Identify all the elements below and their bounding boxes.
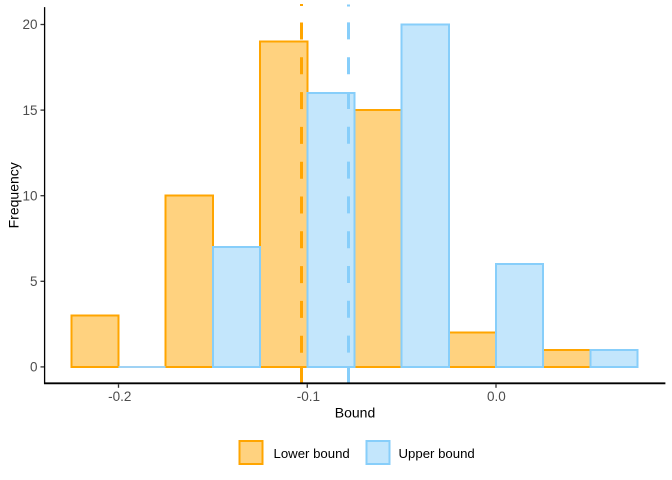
svg-text:Upper bound: Upper bound bbox=[399, 446, 475, 461]
svg-text:Lower bound: Lower bound bbox=[274, 446, 350, 461]
svg-text:5: 5 bbox=[30, 274, 38, 289]
svg-text:-0.1: -0.1 bbox=[297, 389, 320, 404]
svg-text:20: 20 bbox=[22, 17, 37, 32]
svg-text:0: 0 bbox=[30, 360, 38, 375]
svg-text:15: 15 bbox=[22, 103, 37, 118]
svg-text:0.0: 0.0 bbox=[487, 389, 506, 404]
svg-text:-0.2: -0.2 bbox=[108, 389, 131, 404]
svg-text:Bound: Bound bbox=[335, 404, 375, 420]
svg-text:Frequency: Frequency bbox=[6, 162, 22, 228]
svg-text:10: 10 bbox=[22, 188, 37, 203]
